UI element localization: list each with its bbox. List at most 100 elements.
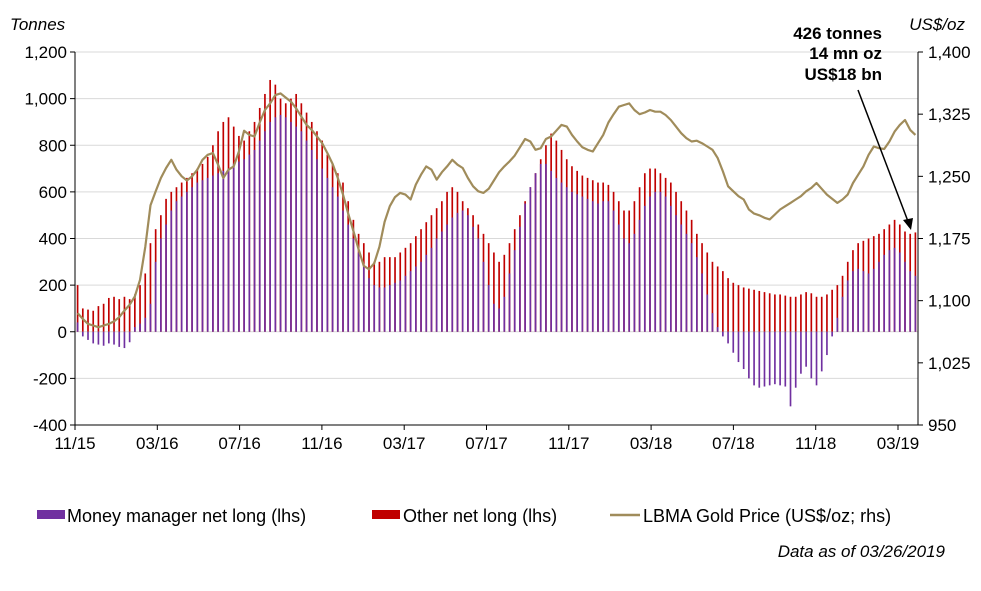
- money-manager-net-long-bar: [456, 212, 459, 332]
- money-manager-net-long-bar: [253, 149, 256, 332]
- money-manager-net-long-bar: [128, 331, 131, 343]
- money-manager-net-long-bar: [383, 287, 386, 332]
- money-manager-net-long-bar: [243, 159, 245, 332]
- x-axis-tick-label: 03/17: [383, 434, 426, 453]
- money-manager-net-long-bar: [274, 117, 277, 332]
- annotation-arrowhead: [903, 218, 913, 230]
- other-net-long-bar: [732, 282, 735, 332]
- money-manager-net-long-bar: [175, 201, 178, 332]
- money-manager-net-long-bar: [394, 282, 396, 332]
- money-manager-net-long-bar: [409, 271, 412, 332]
- x-axis-tick-label: 03/18: [630, 434, 673, 453]
- money-manager-net-long-bar: [857, 268, 859, 332]
- right-axis-tick-label: 950: [928, 416, 956, 435]
- money-manager-net-long-bar: [581, 196, 584, 332]
- money-manager-net-long-bar: [659, 191, 662, 332]
- x-axis-tick-label: 03/19: [877, 434, 920, 453]
- money-manager-net-long-bar: [685, 233, 688, 332]
- money-manager-net-long-bar: [92, 331, 95, 344]
- x-axis-tick-label: 07/17: [465, 434, 508, 453]
- other-net-long-bar: [789, 296, 792, 332]
- money-manager-net-long-bar: [316, 159, 318, 332]
- money-manager-net-long-bar: [477, 238, 480, 332]
- money-manager-net-long-bar: [238, 161, 240, 332]
- annotation-line-3: US$18 bn: [805, 65, 882, 84]
- money-manager-net-long-bar: [144, 317, 147, 332]
- money-manager-net-long-bar: [545, 163, 547, 332]
- money-manager-net-long-bar: [805, 331, 807, 367]
- money-manager-net-long-bar: [165, 224, 167, 332]
- x-axis-tick-label: 11/18: [795, 434, 836, 453]
- money-manager-net-long-bar: [643, 205, 646, 332]
- money-manager-net-long-bar: [753, 331, 755, 386]
- money-manager-net-long-bar: [524, 203, 526, 332]
- other-net-long-bar: [498, 261, 500, 332]
- money-manager-net-long-bar: [898, 252, 901, 332]
- right-axis-tick-label: 1,325: [928, 105, 971, 124]
- left-axis-tick-label: 800: [39, 136, 67, 155]
- money-manager-net-long-bar: [508, 273, 511, 332]
- left-axis-tick-label: 1,000: [24, 90, 67, 109]
- money-manager-net-long-bar: [872, 268, 875, 332]
- money-manager-net-long-bar: [399, 280, 402, 332]
- money-manager-net-long-bar: [368, 278, 370, 332]
- money-manager-net-long-bar: [279, 114, 282, 332]
- money-manager-net-long-bar: [76, 322, 79, 332]
- money-manager-net-long-bar: [232, 163, 235, 332]
- money-manager-net-long-bar: [487, 285, 490, 332]
- money-manager-net-long-bar: [852, 271, 854, 332]
- money-manager-net-long-bar: [227, 168, 230, 332]
- other-net-long-bar: [149, 243, 152, 332]
- money-manager-net-long-bar: [326, 177, 329, 332]
- money-manager-net-long-bar: [102, 331, 105, 346]
- money-manager-net-long-bar: [212, 175, 214, 332]
- money-manager-net-long-bar: [534, 173, 537, 332]
- money-manager-net-long-bar: [690, 243, 693, 332]
- money-manager-net-long-bar: [565, 187, 568, 332]
- money-manager-net-long-bar: [305, 140, 308, 332]
- left-axis-tick-label: 200: [39, 276, 67, 295]
- money-manager-net-long-bar: [768, 331, 771, 386]
- money-manager-net-long-bar: [498, 308, 500, 332]
- right-axis-tick-label: 1,250: [928, 167, 971, 186]
- other-net-long-bar: [805, 292, 807, 332]
- money-manager-net-long-bar: [264, 131, 266, 332]
- gold-price-line: [76, 92, 917, 329]
- money-manager-net-long-bar: [904, 261, 906, 332]
- money-manager-net-long-bar: [519, 226, 521, 332]
- money-manager-net-long-bar: [134, 327, 136, 332]
- money-manager-net-long-bar: [742, 331, 745, 370]
- money-manager-net-long-bar: [284, 117, 287, 332]
- money-manager-net-long-bar: [597, 203, 599, 332]
- other-net-long-bar: [134, 294, 136, 332]
- money-manager-net-long-bar: [867, 273, 870, 332]
- x-axis-tick-label: 07/16: [218, 434, 261, 453]
- money-manager-net-long-bar: [878, 261, 880, 332]
- money-manager-net-long-bar: [539, 163, 542, 332]
- money-manager-net-long-bar: [352, 238, 355, 332]
- money-manager-net-long-bar: [711, 313, 714, 332]
- other-net-long-bar: [113, 296, 115, 332]
- x-axis-tick-label: 07/18: [712, 434, 755, 453]
- money-manager-net-long-bar: [862, 271, 865, 332]
- money-manager-net-long-bar: [310, 149, 313, 332]
- money-manager-net-long-bar: [107, 331, 110, 344]
- other-net-long-bar: [826, 294, 828, 332]
- money-manager-net-long-bar: [737, 331, 740, 363]
- money-manager-net-long-bar: [336, 196, 339, 332]
- money-manager-net-long-bar: [529, 187, 532, 332]
- gold-price-path: [76, 92, 917, 329]
- money-manager-net-long-bar: [664, 196, 667, 332]
- money-manager-net-long-bar: [139, 323, 141, 332]
- annotation-line-1: 426 tonnes: [793, 24, 882, 43]
- left-axis-tick-label: 400: [39, 230, 67, 249]
- other-net-long-bar: [128, 299, 131, 332]
- grid-lines: [75, 51, 918, 426]
- money-manager-net-long-bar: [430, 247, 433, 332]
- axes: 1,200 1,000 800 600 400 200 0 -200 -400 1,400 1,32…: [24, 43, 970, 453]
- other-net-long-bar: [742, 287, 745, 332]
- money-manager-net-long-bar: [513, 250, 516, 332]
- right-axis-title: US$/oz: [909, 15, 965, 34]
- money-manager-net-long-bar: [81, 331, 84, 337]
- money-manager-net-long-bar: [113, 331, 115, 345]
